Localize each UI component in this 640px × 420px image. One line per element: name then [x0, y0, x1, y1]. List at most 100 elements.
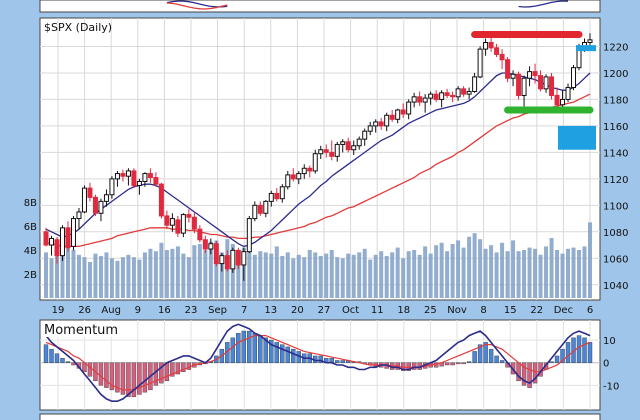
price-tick-label: 1140 — [603, 148, 628, 159]
volume-bar — [44, 252, 48, 298]
volume-bar — [76, 254, 81, 298]
candlestick — [356, 136, 362, 150]
candle-body — [450, 94, 456, 98]
candle-body — [92, 196, 98, 214]
price-tick-label: 1120 — [603, 175, 628, 186]
momentum-line — [45, 323, 591, 403]
candle-body — [439, 92, 445, 100]
momentum-bar — [340, 360, 345, 363]
volume-bar — [214, 240, 219, 298]
momentum-signal-line — [45, 335, 591, 391]
momentum-bar — [230, 337, 236, 363]
volume-bar — [461, 247, 466, 298]
momentum-bar — [126, 362, 131, 397]
volume-bar — [357, 252, 362, 298]
price-tick-label: 1200 — [603, 69, 628, 80]
volume-tick-label: 6B — [24, 222, 37, 233]
volume-bar — [478, 239, 483, 298]
momentum-panel-title: Momentum — [44, 323, 118, 338]
candlestick — [114, 170, 120, 187]
candlestick — [131, 168, 137, 189]
candlestick — [296, 170, 302, 185]
candlestick — [521, 75, 527, 109]
candlestick — [538, 70, 544, 92]
date-tick-label: 26 — [78, 305, 91, 316]
candle-body — [180, 214, 186, 234]
candlestick — [197, 225, 203, 243]
momentum-bar — [104, 362, 109, 388]
volume-bar — [120, 257, 125, 298]
momentum-bar — [109, 362, 115, 391]
volume-bar — [115, 260, 120, 298]
candle-body — [356, 138, 362, 147]
volume-bar — [335, 257, 340, 298]
candle-body — [373, 121, 379, 127]
candle-body — [109, 178, 115, 196]
candlestick — [213, 241, 219, 267]
candle-body — [466, 90, 472, 95]
candle-body — [164, 215, 170, 226]
candle-body — [43, 231, 49, 246]
candlestick — [400, 103, 406, 118]
date-axis-labels: 19 26 Aug 9 16 23 Sep 7 13 20 27 Oct 11 18 25 Nov 8 15 22 D… — [52, 305, 594, 316]
volume-bar — [340, 258, 345, 298]
momentum-bar — [565, 342, 571, 363]
candle-body — [323, 149, 329, 153]
candle-body — [87, 187, 93, 198]
candle-body — [400, 109, 406, 115]
candlestick — [378, 117, 384, 130]
momentum-bar — [236, 333, 241, 363]
price-chart-title: $SPX (Daily) — [44, 21, 112, 34]
momentum-bar — [521, 362, 527, 386]
momentum-bar — [433, 362, 439, 368]
volume-bar — [428, 253, 433, 298]
volume-bar — [571, 247, 576, 298]
volume-bar — [379, 251, 384, 298]
candlestick — [125, 168, 131, 186]
volume-bar — [533, 248, 538, 298]
candle-body — [191, 216, 197, 230]
candle-body — [538, 75, 544, 90]
date-tick-label: 9 — [135, 305, 141, 316]
candlestick — [164, 210, 170, 230]
annotation-markers — [471, 31, 596, 150]
momentum-bar — [472, 351, 477, 363]
momentum-bar — [60, 358, 65, 363]
candlestick — [252, 201, 258, 222]
candlestick — [81, 185, 87, 214]
momentum-bar — [131, 362, 137, 397]
volume-bar — [65, 247, 70, 298]
candlestick — [153, 172, 159, 187]
candlestick — [389, 110, 395, 122]
momentum-bar — [466, 361, 472, 363]
volume-bar — [467, 236, 472, 298]
volume-bar — [170, 248, 175, 298]
momentum-bar — [477, 344, 483, 363]
volume-bar — [164, 250, 169, 298]
volume-bar — [456, 240, 461, 298]
date-tick-label: 22 — [530, 305, 543, 316]
candlestick — [560, 90, 566, 108]
candle-body — [532, 71, 538, 77]
candlesticks — [43, 33, 593, 281]
candle-body — [340, 141, 346, 145]
volume-bar — [555, 250, 560, 298]
candle-body — [417, 96, 423, 103]
volume-bar — [181, 253, 186, 298]
candle-body — [378, 121, 384, 127]
candlestick — [54, 237, 60, 264]
candle-body — [114, 173, 120, 180]
candlestick — [318, 145, 324, 159]
price-tick-label: 1220 — [603, 42, 628, 53]
momentum-bar — [137, 362, 142, 395]
price-tick-label: 1060 — [603, 254, 628, 265]
candlestick — [554, 87, 560, 109]
volume-bar — [494, 252, 499, 298]
momentum-bar — [318, 355, 323, 363]
candle-body — [549, 76, 555, 96]
volume-bar — [439, 242, 444, 298]
date-tick-label: Nov — [447, 305, 467, 316]
candlestick — [43, 227, 49, 247]
momentum-bar — [170, 362, 175, 377]
candlestick — [455, 86, 461, 101]
